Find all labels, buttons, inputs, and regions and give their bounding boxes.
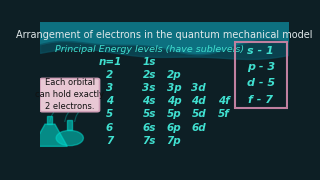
Text: 5p: 5p	[167, 109, 181, 120]
Text: Arrangement of electrons in the quantum mechanical model: Arrangement of electrons in the quantum …	[16, 30, 312, 40]
Text: 3s: 3s	[142, 83, 156, 93]
Text: 7s: 7s	[142, 136, 156, 146]
Text: n=1: n=1	[99, 57, 122, 67]
Text: 5s: 5s	[142, 109, 156, 120]
Text: d - 5: d - 5	[247, 78, 275, 88]
Text: 4d: 4d	[191, 96, 206, 106]
Text: 3p: 3p	[167, 83, 181, 93]
Text: p - 3: p - 3	[247, 62, 275, 72]
Text: 4s: 4s	[142, 96, 156, 106]
Text: 5: 5	[106, 109, 113, 120]
Text: 2p: 2p	[167, 70, 181, 80]
Text: 7: 7	[106, 136, 113, 146]
Text: f - 7: f - 7	[248, 94, 273, 105]
Text: 2: 2	[106, 70, 113, 80]
Polygon shape	[47, 116, 52, 124]
Polygon shape	[33, 124, 67, 146]
Text: 4: 4	[106, 96, 113, 106]
Circle shape	[56, 130, 84, 146]
Text: 3d: 3d	[191, 83, 206, 93]
Text: 7p: 7p	[167, 136, 181, 146]
Text: 3: 3	[106, 83, 113, 93]
Text: 6: 6	[106, 123, 113, 133]
Text: 4f: 4f	[218, 96, 229, 106]
FancyBboxPatch shape	[40, 78, 100, 112]
Text: 1s: 1s	[142, 57, 156, 67]
Text: 6p: 6p	[167, 123, 181, 133]
Text: s - 1: s - 1	[247, 46, 274, 56]
Text: 4p: 4p	[167, 96, 181, 106]
Text: 6s: 6s	[142, 123, 156, 133]
Polygon shape	[67, 120, 72, 130]
Text: 5d: 5d	[191, 109, 206, 120]
Text: Each orbital
can hold exactly
2 electrons.: Each orbital can hold exactly 2 electron…	[35, 78, 104, 111]
Text: Principal Energy levels (have sublevels): Principal Energy levels (have sublevels)	[54, 45, 244, 54]
Text: 2s: 2s	[142, 70, 156, 80]
Text: 6d: 6d	[191, 123, 206, 133]
Text: 5f: 5f	[218, 109, 229, 120]
